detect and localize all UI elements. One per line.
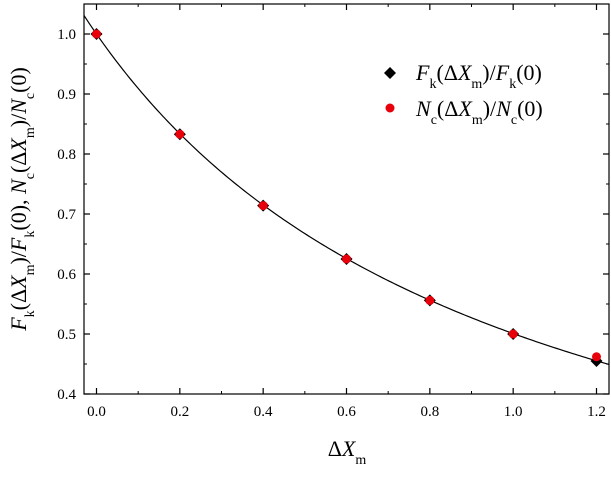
nc-point	[342, 254, 351, 264]
y-axis-title: Fk(ΔXm)/Fk(0), Nc(ΔXm)/Nc(0)	[6, 67, 38, 332]
y-tick-label: 1.0	[57, 27, 76, 43]
nc-point	[258, 201, 268, 211]
legend: Fk(ΔXm)/Fk(0) Nc(ΔXm)/Nc(0)	[384, 60, 543, 128]
x-tick-label: 0.0	[87, 404, 106, 420]
legend-marker-nc	[385, 103, 395, 113]
nc-point	[592, 352, 601, 362]
x-axis-title: ΔXm	[328, 436, 367, 468]
y-tick-label: 0.8	[57, 147, 76, 163]
x-tick-label: 1.0	[504, 404, 523, 420]
legend-label-fk: Fk(ΔXm)/Fk(0)	[415, 60, 542, 92]
nc-point	[508, 329, 518, 339]
y-tick-label: 0.5	[57, 327, 76, 343]
x-tick-label: 0.6	[337, 404, 356, 420]
y-tick-label: 0.7	[57, 207, 76, 223]
x-tick-label: 1.2	[587, 404, 606, 420]
x-tick-label: 0.8	[420, 404, 439, 420]
nc-point	[425, 295, 435, 305]
y-tick-label: 0.9	[57, 87, 76, 103]
x-tick-label: 0.4	[254, 404, 273, 420]
nc-point	[175, 129, 185, 139]
data-points-layer	[90, 28, 603, 367]
axis-ticks: 0.0 0.2 0.4 0.6 0.8 1.0 1.2 0.4 0.5 0.6 0.7 0.8 0.9 1…	[57, 3, 609, 420]
y-tick-label: 0.4	[57, 387, 76, 403]
legend-marker-fk	[384, 67, 396, 79]
x-tick-label: 0.2	[170, 404, 189, 420]
y-tick-label: 0.6	[57, 267, 76, 283]
nc-point	[92, 29, 101, 39]
legend-label-nc: Nc(ΔXm)/Nc(0)	[415, 96, 543, 128]
